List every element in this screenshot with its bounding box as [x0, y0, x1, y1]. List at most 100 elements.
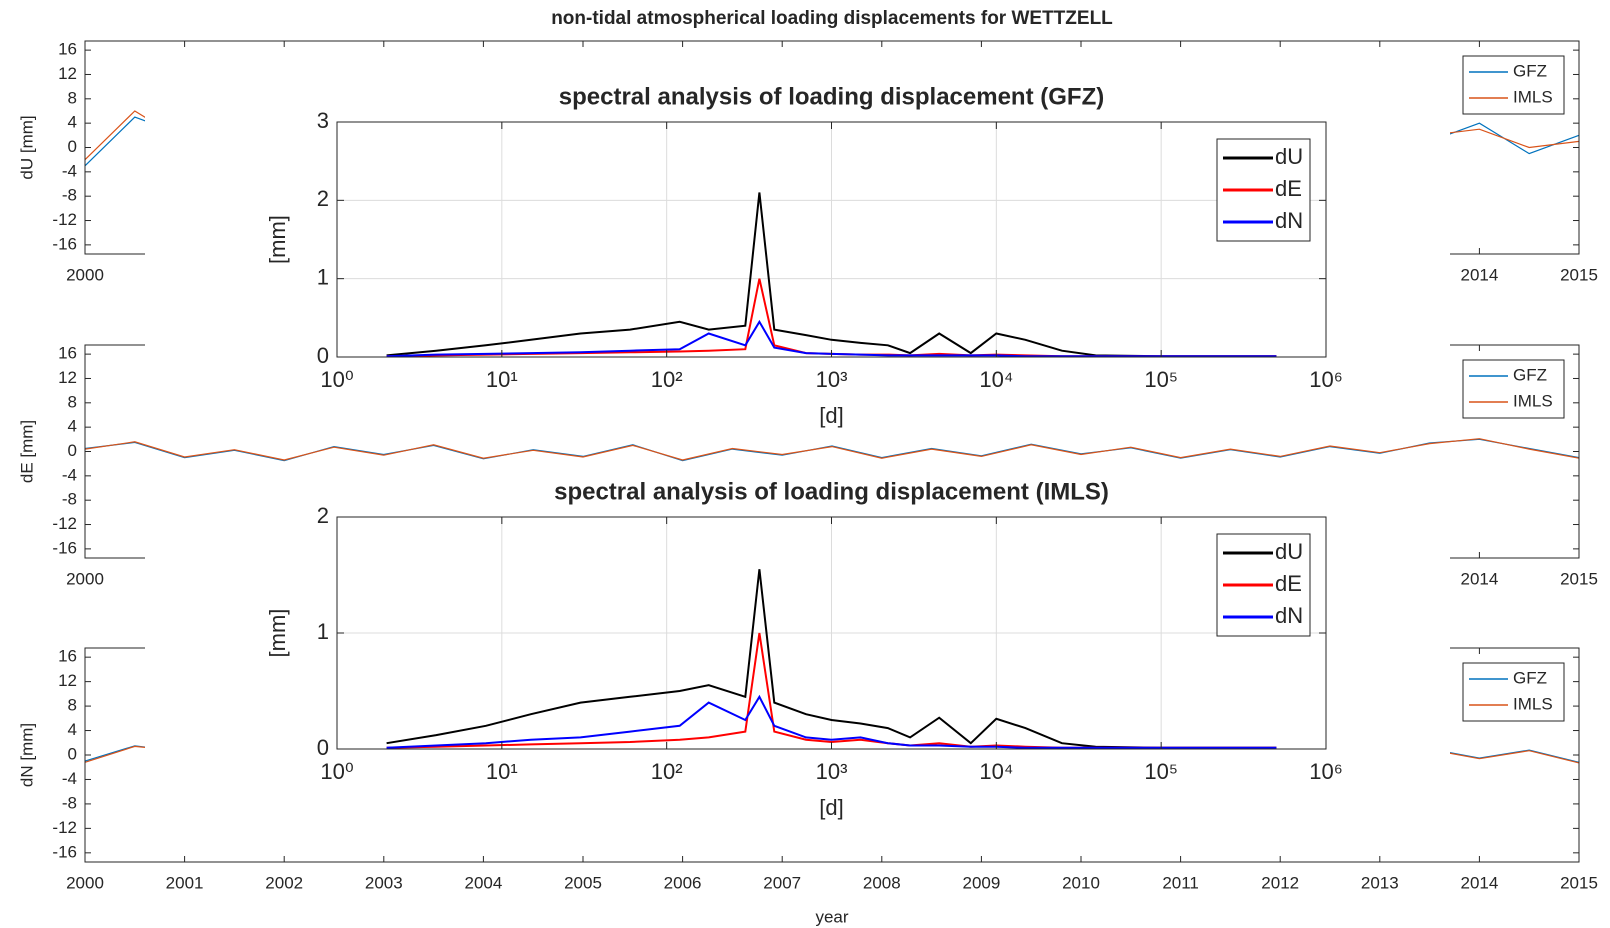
x-axis-label: [d] [819, 795, 843, 820]
x-tick-label: 2014 [1460, 265, 1498, 284]
x-tick-label: 10² [651, 367, 683, 392]
y-tick-label: -4 [62, 161, 77, 180]
y-axis-label: dN [mm] [17, 723, 36, 787]
legend-box [1462, 359, 1565, 419]
chart-title: spectral analysis of loading displacemen… [554, 478, 1109, 505]
y-tick-label: 8 [68, 392, 77, 411]
y-tick-label: 2 [317, 186, 329, 211]
y-tick-label: -8 [62, 186, 77, 205]
y-tick-label: 0 [317, 735, 329, 760]
x-tick-label: 2010 [1062, 873, 1100, 892]
legend-label: GFZ [1513, 61, 1547, 80]
y-tick-label: -12 [52, 210, 77, 229]
x-tick-label: 10⁴ [979, 759, 1013, 784]
legend-label: dE [1275, 571, 1302, 596]
series-line [386, 694, 1277, 749]
x-axis-label: [d] [819, 403, 843, 428]
chart-title: non-tidal atmospherical loading displace… [551, 8, 1113, 29]
y-tick-label: 2 [317, 503, 329, 528]
x-tick-label: 2000 [66, 569, 104, 588]
y-tick-label: -4 [62, 465, 77, 484]
y-axis-label: [mm] [265, 215, 290, 264]
x-tick-label: 10⁵ [1144, 367, 1178, 392]
spectrum-panel: 10⁰ 10¹ 10² 10³ 10⁴ 10⁵ 10⁶ 0 1 2 spectral analysi… [145, 466, 1450, 841]
y-tick-label: -16 [52, 234, 77, 253]
x-tick-label: 2015 [1560, 265, 1598, 284]
x-tick-label: 10² [651, 759, 683, 784]
series-line [386, 569, 1277, 749]
y-axis-label: dE [mm] [17, 420, 36, 483]
x-tick-label: 2011 [1162, 873, 1199, 892]
series-line [84, 438, 1580, 461]
x-tick-label: 2013 [1361, 873, 1399, 892]
y-tick-label: 12 [58, 64, 77, 83]
x-tick-label: 10⁰ [320, 759, 353, 784]
y-tick-label: -12 [52, 818, 77, 837]
x-tick-label: 10¹ [486, 759, 518, 784]
x-tick-label: 2007 [763, 873, 801, 892]
y-tick-label: 1 [317, 619, 329, 644]
y-tick-label: 4 [68, 113, 77, 132]
x-tick-label: 10³ [816, 759, 848, 784]
x-tick-label: 10¹ [486, 367, 518, 392]
y-tick-label: 4 [68, 720, 77, 739]
chart-title: spectral analysis of loading displacemen… [559, 83, 1104, 110]
x-tick-label: 2015 [1560, 873, 1598, 892]
y-tick-label: 0 [317, 343, 329, 368]
y-axis-label: dU [mm] [17, 115, 36, 179]
x-tick-label: 2015 [1560, 569, 1598, 588]
y-tick-label: 1 [317, 264, 329, 289]
x-tick-label: 2002 [265, 873, 303, 892]
x-tick-label: 2001 [166, 873, 204, 892]
y-tick-label: 12 [58, 671, 77, 690]
x-tick-label: 2000 [66, 873, 104, 892]
series-line [386, 319, 1277, 358]
y-tick-label: 8 [68, 88, 77, 107]
x-axis-label: year [815, 907, 848, 926]
x-tick-label: 2008 [863, 873, 901, 892]
y-tick-label: -16 [52, 538, 77, 557]
x-tick-label: 2003 [365, 873, 403, 892]
y-tick-label: 12 [58, 368, 77, 387]
y-tick-label: 16 [58, 40, 77, 59]
y-tick-label: 3 [317, 108, 329, 133]
x-tick-label: 2004 [464, 873, 502, 892]
x-tick-label: 2014 [1460, 569, 1498, 588]
x-tick-label: 10³ [816, 367, 848, 392]
y-tick-label: 0 [68, 744, 77, 763]
legend-label: IMLS [1513, 391, 1553, 410]
y-tick-label: 0 [68, 441, 77, 460]
x-tick-label: 2009 [962, 873, 1000, 892]
y-tick-label: -16 [52, 842, 77, 861]
legend-label: dU [1275, 144, 1303, 169]
x-tick-label: 10⁴ [979, 367, 1013, 392]
x-tick-label: 2005 [564, 873, 602, 892]
x-tick-label: 2012 [1261, 873, 1299, 892]
y-tick-label: -12 [52, 514, 77, 533]
y-tick-label: 16 [58, 647, 77, 666]
legend-label: GFZ [1513, 668, 1547, 687]
y-tick-label: 0 [68, 137, 77, 156]
y-tick-label: 4 [68, 417, 77, 436]
legend-label: dN [1275, 208, 1303, 233]
legend-label: dN [1275, 603, 1303, 628]
spectrum-panel: 10⁰ 10¹ 10² 10³ 10⁴ 10⁵ 10⁶ 0 1 2 3 spectral analys… [145, 72, 1450, 438]
y-tick-label: -8 [62, 490, 77, 509]
y-tick-label: 8 [68, 696, 77, 715]
legend-label: IMLS [1513, 694, 1553, 713]
legend-box [1462, 55, 1565, 115]
y-tick-label: 16 [58, 344, 77, 363]
y-axis-label: [mm] [265, 609, 290, 658]
legend-box [1462, 662, 1565, 722]
x-tick-label: 2014 [1460, 873, 1498, 892]
legend-label: IMLS [1513, 87, 1553, 106]
y-tick-label: -4 [62, 769, 77, 788]
x-tick-label: 2000 [66, 265, 104, 284]
legend-label: dE [1275, 176, 1302, 201]
legend-label: dU [1275, 539, 1303, 564]
series-line [386, 192, 1277, 358]
legend-label: GFZ [1513, 365, 1547, 384]
x-tick-label: 10⁶ [1309, 367, 1343, 392]
x-tick-label: 2006 [664, 873, 702, 892]
